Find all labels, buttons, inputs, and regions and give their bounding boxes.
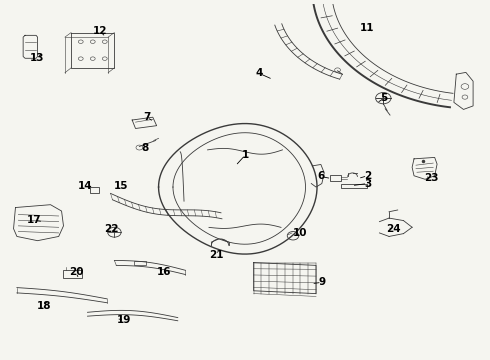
Text: 18: 18 [37,301,51,311]
Text: 21: 21 [209,250,223,260]
Text: 12: 12 [93,26,107,36]
Text: 16: 16 [157,267,171,277]
Text: 10: 10 [293,228,307,238]
Text: 5: 5 [381,93,388,103]
Text: 3: 3 [364,179,371,189]
Text: 2: 2 [364,171,371,181]
Text: 20: 20 [69,267,83,278]
Text: 22: 22 [104,224,119,234]
Text: 17: 17 [26,215,41,225]
Text: 23: 23 [424,173,439,183]
Text: 14: 14 [78,181,93,191]
Text: 1: 1 [242,150,248,160]
Text: 24: 24 [387,224,401,234]
Text: 11: 11 [360,23,375,33]
Text: 6: 6 [317,171,324,181]
Text: 7: 7 [144,112,151,122]
Text: 13: 13 [30,53,45,63]
Text: 15: 15 [114,181,128,191]
Text: 8: 8 [142,143,149,153]
Text: 19: 19 [117,315,131,325]
Text: 9: 9 [318,277,325,287]
Text: 4: 4 [256,68,263,78]
